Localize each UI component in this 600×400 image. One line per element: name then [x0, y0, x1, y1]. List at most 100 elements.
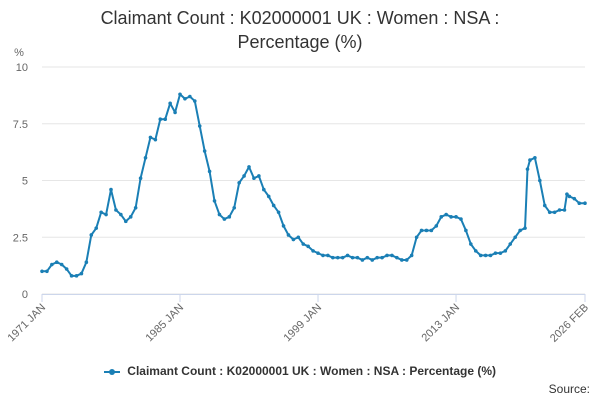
data-point[interactable]: [148, 135, 153, 140]
data-point[interactable]: [459, 217, 463, 221]
data-point[interactable]: [109, 187, 113, 192]
data-point[interactable]: [404, 258, 409, 262]
data-point[interactable]: [454, 215, 458, 219]
data-point[interactable]: [483, 253, 488, 258]
data-point[interactable]: [178, 92, 182, 97]
data-point[interactable]: [469, 242, 473, 246]
data-point[interactable]: [355, 255, 360, 260]
data-point[interactable]: [262, 187, 266, 192]
data-point[interactable]: [503, 249, 508, 253]
series-line[interactable]: [42, 93, 585, 277]
data-point[interactable]: [562, 208, 567, 212]
data-point[interactable]: [168, 101, 172, 106]
data-point[interactable]: [538, 178, 542, 183]
data-point[interactable]: [488, 253, 493, 258]
data-point[interactable]: [271, 203, 276, 208]
credits[interactable]: Source:: [548, 382, 590, 396]
data-point[interactable]: [365, 255, 370, 260]
data-point[interactable]: [331, 255, 335, 260]
data-point[interactable]: [567, 194, 572, 199]
data-point[interactable]: [153, 137, 158, 142]
data-point[interactable]: [94, 226, 99, 230]
data-point[interactable]: [424, 228, 429, 233]
data-point[interactable]: [89, 233, 94, 237]
data-point[interactable]: [114, 208, 118, 212]
data-point[interactable]: [104, 212, 108, 217]
data-point[interactable]: [50, 262, 54, 267]
data-point[interactable]: [301, 242, 306, 246]
data-point[interactable]: [434, 224, 439, 228]
data-point[interactable]: [188, 94, 192, 99]
data-point[interactable]: [193, 99, 197, 103]
data-point[interactable]: [518, 228, 522, 233]
data-point[interactable]: [257, 174, 261, 178]
data-point[interactable]: [202, 149, 207, 153]
data-point[interactable]: [158, 117, 163, 122]
data-point[interactable]: [64, 267, 69, 271]
data-point[interactable]: [525, 167, 530, 171]
data-point[interactable]: [429, 228, 434, 233]
data-point[interactable]: [306, 244, 310, 249]
data-point[interactable]: [321, 253, 325, 258]
data-point[interactable]: [508, 242, 513, 246]
data-point[interactable]: [409, 253, 414, 258]
data-point[interactable]: [311, 249, 315, 253]
data-point[interactable]: [79, 271, 84, 276]
data-point[interactable]: [128, 215, 133, 219]
legend[interactable]: Claimant Count : K02000001 UK : Women : …: [0, 364, 600, 378]
data-point[interactable]: [572, 196, 577, 201]
data-point[interactable]: [552, 210, 557, 215]
data-point[interactable]: [247, 165, 251, 169]
data-point[interactable]: [464, 228, 468, 233]
data-point[interactable]: [281, 224, 286, 228]
data-point[interactable]: [335, 255, 340, 260]
data-point[interactable]: [523, 226, 527, 230]
data-point[interactable]: [242, 174, 246, 178]
data-point[interactable]: [390, 253, 394, 258]
data-point[interactable]: [577, 201, 582, 205]
data-point[interactable]: [217, 212, 222, 217]
data-point[interactable]: [237, 180, 241, 185]
data-point[interactable]: [380, 255, 384, 260]
data-point[interactable]: [542, 203, 547, 208]
data-point[interactable]: [345, 253, 350, 258]
data-point[interactable]: [74, 274, 79, 278]
data-point[interactable]: [252, 176, 256, 181]
data-point[interactable]: [45, 269, 49, 274]
data-point[interactable]: [513, 235, 517, 240]
data-point[interactable]: [133, 205, 138, 210]
data-point[interactable]: [385, 253, 389, 258]
data-point[interactable]: [565, 192, 569, 196]
data-point[interactable]: [444, 212, 448, 217]
data-point[interactable]: [183, 96, 187, 101]
data-point[interactable]: [119, 212, 123, 217]
data-point[interactable]: [40, 269, 44, 274]
data-point[interactable]: [173, 110, 177, 115]
data-point[interactable]: [296, 235, 301, 240]
data-point[interactable]: [414, 235, 419, 240]
data-point[interactable]: [350, 255, 355, 260]
data-point[interactable]: [222, 217, 227, 221]
data-point[interactable]: [557, 208, 562, 212]
data-point[interactable]: [340, 255, 345, 260]
data-point[interactable]: [419, 228, 424, 233]
data-point[interactable]: [360, 258, 365, 262]
data-point[interactable]: [163, 117, 168, 122]
data-point[interactable]: [400, 258, 404, 262]
data-point[interactable]: [316, 251, 320, 255]
data-point[interactable]: [291, 237, 296, 242]
data-point[interactable]: [493, 251, 498, 255]
data-point[interactable]: [326, 253, 330, 258]
data-point[interactable]: [227, 215, 232, 219]
data-point[interactable]: [583, 201, 587, 205]
data-point[interactable]: [59, 262, 64, 267]
data-point[interactable]: [370, 258, 375, 262]
data-point[interactable]: [473, 249, 478, 253]
data-point[interactable]: [449, 215, 453, 219]
data-point[interactable]: [84, 260, 89, 265]
data-point[interactable]: [528, 158, 532, 162]
data-point[interactable]: [266, 194, 271, 199]
data-point[interactable]: [395, 255, 399, 260]
data-point[interactable]: [123, 219, 128, 224]
data-point[interactable]: [143, 156, 148, 160]
